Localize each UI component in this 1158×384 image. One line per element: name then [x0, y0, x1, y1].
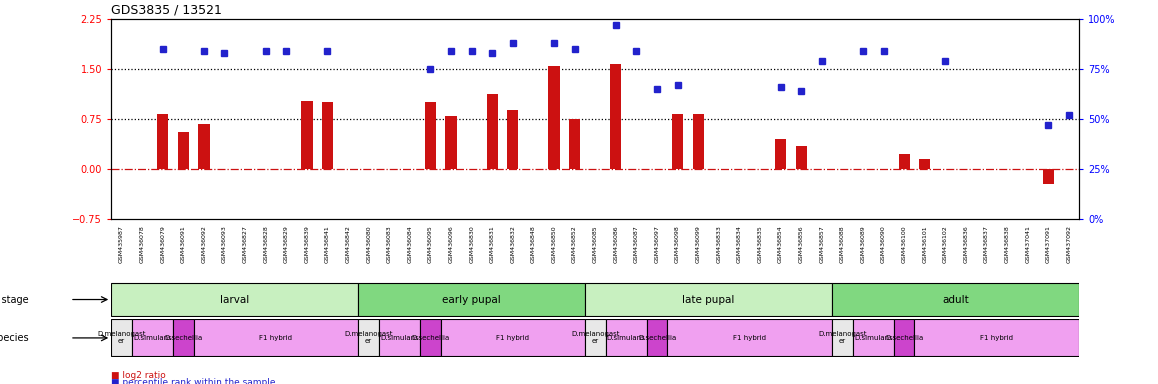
Bar [486, 94, 498, 169]
Bar [425, 103, 437, 169]
Text: D.simulans: D.simulans [133, 335, 171, 341]
Bar [894, 319, 915, 356]
Bar [833, 283, 1079, 316]
Bar [585, 283, 833, 316]
Bar [833, 319, 852, 356]
Text: larval: larval [220, 295, 249, 305]
Bar [549, 66, 559, 169]
Text: ■ percentile rank within the sample: ■ percentile rank within the sample [111, 377, 276, 384]
Text: early pupal: early pupal [442, 295, 501, 305]
Text: GDS3835 / 13521: GDS3835 / 13521 [111, 3, 222, 17]
Text: D.melanogast
er: D.melanogast er [819, 331, 866, 344]
Text: D.simulans: D.simulans [607, 335, 645, 341]
Text: D.melanogast
er: D.melanogast er [571, 331, 620, 344]
Text: D.simulans: D.simulans [853, 335, 893, 341]
Text: D.sechellia: D.sechellia [638, 335, 676, 341]
Bar [585, 319, 606, 356]
Bar [379, 319, 420, 356]
Bar [672, 114, 683, 169]
Text: F1 hybrid: F1 hybrid [733, 335, 767, 341]
Bar [1042, 169, 1054, 184]
Bar [157, 114, 168, 169]
Bar [193, 319, 358, 356]
Bar [569, 119, 580, 169]
Bar [446, 116, 456, 169]
Bar [899, 154, 910, 169]
Bar [420, 319, 441, 356]
Bar [358, 319, 379, 356]
Text: F1 hybrid: F1 hybrid [981, 335, 1013, 341]
Text: F1 hybrid: F1 hybrid [497, 335, 529, 341]
Text: D.sechellia: D.sechellia [164, 335, 203, 341]
Bar [173, 319, 193, 356]
Bar [358, 283, 585, 316]
Bar [796, 146, 807, 169]
Bar [441, 319, 585, 356]
Text: ■ log2 ratio: ■ log2 ratio [111, 371, 166, 380]
Bar [132, 319, 173, 356]
Text: D.sechellia: D.sechellia [885, 335, 923, 341]
Text: species: species [0, 333, 29, 343]
Bar [646, 319, 667, 356]
Text: adult: adult [943, 295, 969, 305]
Bar [852, 319, 894, 356]
Bar [322, 103, 334, 169]
Bar [919, 159, 930, 169]
Bar [775, 139, 786, 169]
Bar [915, 319, 1079, 356]
Bar [692, 114, 704, 169]
Bar [111, 319, 132, 356]
Bar [507, 110, 519, 169]
Text: development stage: development stage [0, 295, 29, 305]
Text: D.melanogast
er: D.melanogast er [344, 331, 393, 344]
Bar [177, 132, 189, 169]
Bar [610, 64, 622, 169]
Text: D.simulans: D.simulans [380, 335, 419, 341]
Text: F1 hybrid: F1 hybrid [259, 335, 293, 341]
Bar [198, 124, 210, 169]
Bar [667, 319, 833, 356]
Text: late pupal: late pupal [682, 295, 734, 305]
Text: D.sechellia: D.sechellia [411, 335, 449, 341]
Bar [111, 283, 358, 316]
Text: D.melanogast
er: D.melanogast er [97, 331, 146, 344]
Bar [301, 101, 313, 169]
Bar [606, 319, 646, 356]
